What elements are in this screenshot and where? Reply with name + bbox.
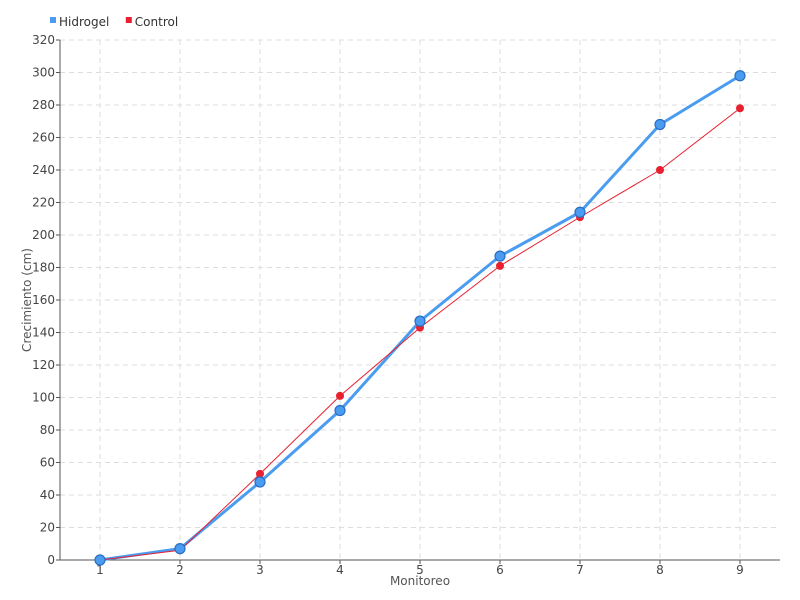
hidrogel-point — [734, 70, 746, 82]
legend: Hidrogel Control — [50, 15, 178, 29]
y-axis-title: Crecimiento (cm) — [20, 248, 34, 352]
x-axis-ticks: 1 2 3 4 5 6 7 8 9 — [96, 560, 744, 577]
y-tick-label: 80 — [40, 423, 55, 437]
x-axis-title: Monitoreo — [390, 574, 450, 588]
y-tick-label: 220 — [32, 196, 55, 210]
hidrogel-point — [574, 206, 586, 218]
control-point — [496, 261, 504, 270]
control-point — [256, 469, 264, 478]
x-tick-label: 7 — [576, 563, 584, 577]
y-tick-label: 160 — [32, 293, 55, 307]
legend-swatch — [50, 17, 56, 23]
control-point — [656, 166, 664, 174]
y-tick-label: 200 — [32, 228, 55, 242]
y-tick-label: 320 — [32, 33, 55, 47]
series — [94, 70, 746, 566]
x-tick-label: 3 — [256, 563, 264, 577]
y-tick-label: 280 — [32, 98, 55, 112]
grid — [60, 39, 780, 560]
x-tick-label: 9 — [736, 563, 744, 577]
y-tick-label: 300 — [32, 66, 55, 80]
y-tick-label: 40 — [40, 488, 55, 502]
y-axis-ticks: 0 20 40 60 80 100 120 140 160 180 200 220 240 260 280 3… — [32, 33, 60, 567]
x-tick-label: 6 — [496, 563, 504, 577]
hidrogel-point — [494, 250, 506, 262]
y-tick-label: 20 — [40, 521, 55, 535]
y-tick-label: 260 — [32, 131, 55, 145]
y-tick-label: 180 — [32, 261, 55, 275]
legend-swatch — [125, 17, 132, 23]
hidrogel-point — [334, 404, 346, 417]
control-point — [336, 391, 344, 400]
hidrogel-point — [414, 315, 426, 327]
x-tick-label: 5 — [416, 563, 424, 577]
y-tick-label: 0 — [47, 553, 55, 567]
hidrogel-point — [654, 118, 666, 131]
y-tick-label: 140 — [32, 326, 55, 340]
y-tick-label: 240 — [32, 163, 55, 177]
hidrogel-point — [254, 476, 266, 488]
hidrogel-point — [94, 554, 106, 566]
x-tick-label: 4 — [336, 563, 344, 577]
x-tick-label: 1 — [96, 563, 104, 577]
y-tick-label: 60 — [40, 456, 55, 470]
legend-label: Hidrogel — [59, 15, 109, 29]
control-point — [736, 104, 744, 113]
x-tick-label: 8 — [656, 563, 664, 577]
y-tick-label: 100 — [32, 391, 55, 405]
legend-label: Control — [135, 15, 178, 29]
hidrogel-point — [174, 543, 186, 555]
x-tick-label: 2 — [176, 563, 184, 577]
y-tick-label: 120 — [32, 358, 55, 372]
